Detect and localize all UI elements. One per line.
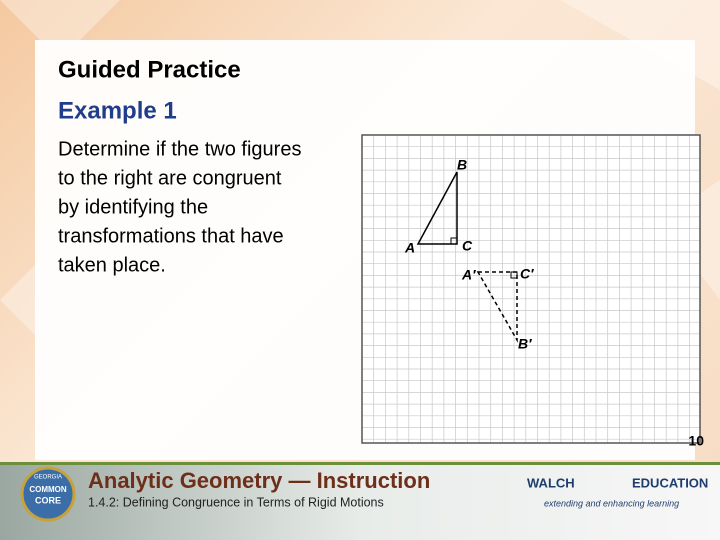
- page-number: 10: [688, 433, 704, 449]
- right-angle-mark: [450, 237, 458, 245]
- logo-text: GEORGIA: [34, 475, 62, 481]
- right-angle-mark: [510, 271, 518, 279]
- point-label: C′: [520, 266, 534, 282]
- publisher-name: WALCH: [527, 475, 575, 490]
- point-label: B′: [518, 336, 532, 352]
- body-text: Determine if the two figures to the right…: [58, 138, 301, 276]
- footer-band: [0, 462, 720, 540]
- logo: [20, 466, 76, 522]
- point-label: A′: [461, 267, 476, 283]
- body-line: by identifying the: [58, 196, 208, 218]
- body-line: to the right are congruent: [58, 167, 282, 189]
- example-heading: Example 1: [58, 97, 177, 124]
- publisher-name: EDUCATION: [632, 475, 708, 490]
- point-label: C: [462, 238, 473, 254]
- body-line: Determine if the two figures: [58, 138, 301, 160]
- grid-background: [362, 135, 700, 443]
- triangle-abc: [416, 171, 458, 245]
- course-title: Analytic Geometry — Instruction: [88, 468, 430, 493]
- footer-rule: [0, 462, 720, 465]
- lesson-title: 1.4.2: Defining Congruence in Terms of R…: [88, 495, 384, 509]
- body-line: transformations that have: [58, 225, 284, 247]
- logo-text: COMMON: [29, 485, 67, 494]
- body-line: taken place.: [58, 254, 166, 276]
- graph-grid: [361, 134, 701, 444]
- figures: [416, 171, 518, 343]
- publisher-tagline: extending and enhancing learning: [544, 498, 679, 508]
- point-label: A: [404, 240, 415, 256]
- triangle-image: [476, 271, 518, 343]
- slide-title: Guided Practice: [58, 56, 241, 83]
- grid-border: [361, 134, 701, 444]
- point-label: B: [457, 157, 467, 173]
- logo-text: CORE: [35, 495, 61, 505]
